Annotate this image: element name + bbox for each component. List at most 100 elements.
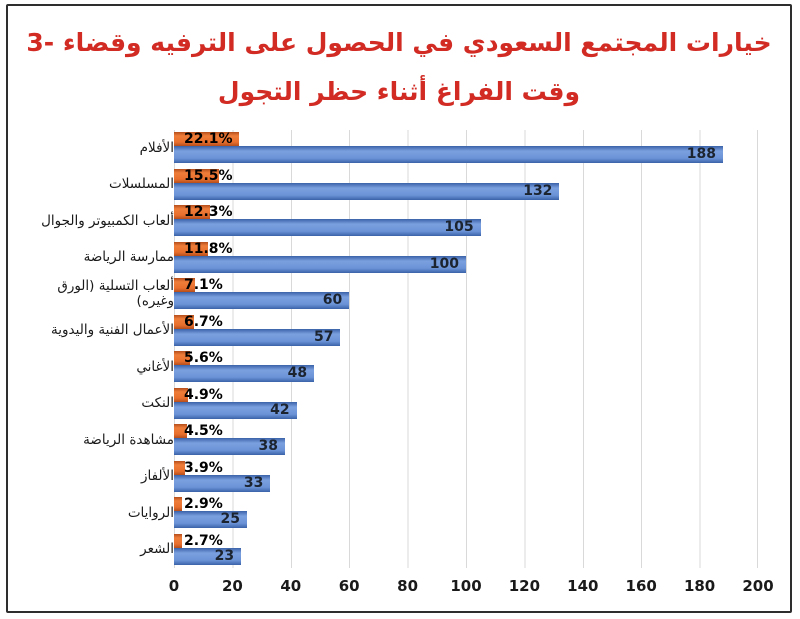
- plot-cell: 22.1% 188: [174, 130, 758, 167]
- category-label: النكت: [141, 395, 174, 412]
- bar-chart: الأفلام 22.1% 188 المسلسلات 15.5% 132 ألعاب ال…: [16, 130, 780, 602]
- category-label: الأغاني: [136, 358, 174, 375]
- percent-value-label: 6.7%: [184, 313, 223, 330]
- chart-row: النكت 4.9% 42: [16, 385, 780, 422]
- chart-row: ممارسة الرياضة 11.8% 100: [16, 239, 780, 276]
- percent-value-label: 5.6%: [184, 350, 223, 366]
- chart-rows: الأفلام 22.1% 188 المسلسلات 15.5% 132 ألعاب ال…: [16, 130, 780, 568]
- category-label: ألعاب الكمبيوتر والجوال: [41, 212, 174, 229]
- title-number-prefix: 3-: [26, 28, 55, 57]
- plot-cell: 5.6% 48: [174, 349, 758, 386]
- chart-row: الأعمال الفنية واليدوية 6.7% 57: [16, 312, 780, 349]
- x-axis: 0 20 40 60 80 100 120 140 160 180 200: [16, 568, 780, 602]
- chart-row: المسلسلات 15.5% 132: [16, 166, 780, 203]
- count-value-label: 132: [523, 182, 553, 199]
- count-value-label: 38: [258, 438, 278, 454]
- x-axis-tick-label: 60: [338, 577, 360, 595]
- count-bar: 60: [174, 292, 350, 309]
- plot-cell: 6.7% 57: [174, 312, 758, 349]
- category-label: المسلسلات: [109, 176, 174, 193]
- count-value-label: 42: [270, 401, 290, 418]
- count-bar: 42: [174, 401, 297, 419]
- count-value-label: 33: [243, 474, 264, 491]
- percent-value-label: 4.9%: [184, 386, 223, 403]
- plot-cell: 12.3% 105: [174, 203, 758, 240]
- plot-cell: 15.5% 132: [174, 166, 758, 203]
- x-axis-ticks: 0 20 40 60 80 100 120 140 160 180 200: [169, 568, 774, 602]
- x-axis-tick-label: 160: [625, 577, 657, 595]
- x-axis-tick-label: 0: [168, 577, 180, 595]
- count-bar: 105: [174, 219, 481, 236]
- count-bar: 188: [174, 146, 723, 163]
- percent-bar: [174, 168, 220, 183]
- count-bar: 25: [174, 511, 247, 528]
- count-value-label: 23: [214, 547, 235, 564]
- count-bar: 132: [174, 182, 560, 200]
- plot-cell: 4.9% 42: [174, 385, 758, 422]
- percent-value-label: 3.9%: [184, 459, 223, 476]
- chart-frame: 3- خيارات المجتمع السعودي في الحصول على …: [6, 4, 792, 613]
- percent-bar: [174, 205, 210, 219]
- percent-value-label: 4.5%: [184, 423, 223, 439]
- x-axis-tick-label: 140: [567, 577, 599, 595]
- chart-row: مشاهدة الرياضة 4.5% 38: [16, 422, 780, 459]
- category-label: الأعمال الفنية واليدوية: [51, 322, 174, 339]
- plot-cell: 11.8% 100: [174, 239, 758, 276]
- category-label: الأفلام: [139, 139, 174, 156]
- count-value-label: 25: [220, 511, 240, 527]
- plot-cell: 2.9% 25: [174, 495, 758, 532]
- percent-bar: [174, 132, 239, 146]
- axis-spacer: [16, 568, 174, 602]
- category-label: مشاهدة الرياضة: [83, 431, 174, 448]
- plot-cell: 4.5% 38: [174, 422, 758, 459]
- percent-value-label: 2.9%: [184, 496, 223, 512]
- plot-cell: 7.1% 60: [174, 276, 758, 313]
- plot-cell: 2.7% 23: [174, 531, 758, 568]
- chart-row: الروايات 2.9% 25: [16, 495, 780, 532]
- chart-row: ألعاب الكمبيوتر والجوال 12.3% 105: [16, 203, 780, 240]
- percent-value-label: 11.8%: [184, 240, 233, 257]
- count-bar: 100: [174, 255, 466, 273]
- percent-value-label: 2.7%: [184, 532, 223, 549]
- count-value-label: 105: [444, 219, 474, 235]
- percent-bar: [174, 424, 188, 438]
- chart-row: الألفاز 3.9% 33: [16, 458, 780, 495]
- count-value-label: 188: [686, 146, 716, 162]
- percent-value-label: 12.3%: [184, 204, 233, 220]
- count-bar: 33: [174, 474, 271, 492]
- percent-value-label: 15.5%: [184, 167, 233, 184]
- count-bar: 57: [174, 328, 341, 346]
- x-axis-tick-label: 20: [221, 577, 243, 595]
- chart-title-line2: وقت الفراغ أثناء حظر التجول: [217, 77, 581, 106]
- percent-bar: [174, 278, 195, 292]
- plot-cell: 3.9% 33: [174, 458, 758, 495]
- count-value-label: 100: [429, 255, 459, 272]
- x-axis-tick-label: 120: [508, 577, 541, 595]
- count-bar: 38: [174, 438, 285, 455]
- count-value-label: 57: [313, 328, 334, 345]
- percent-bar: [174, 460, 186, 475]
- percent-bar: [174, 314, 194, 329]
- chart-row: الأفلام 22.1% 188: [16, 130, 780, 167]
- percent-value-label: 7.1%: [184, 277, 223, 293]
- category-label: الشعر: [140, 541, 174, 558]
- category-label: الألفاز: [140, 468, 174, 485]
- count-bar: 23: [174, 547, 242, 565]
- x-axis-tick-label: 40: [280, 577, 302, 595]
- percent-bar: [174, 241, 209, 256]
- count-value-label: 60: [322, 292, 343, 308]
- percent-bar: [174, 497, 183, 511]
- count-value-label: 48: [287, 365, 308, 381]
- count-bar: 48: [174, 365, 315, 382]
- percent-bar: [174, 533, 182, 548]
- title-line1-text: خيارات المجتمع السعودي في الحصول على الت…: [62, 28, 772, 57]
- chart-row: الشعر 2.7% 23: [16, 531, 780, 568]
- x-axis-tick-label: 100: [450, 577, 482, 595]
- percent-value-label: 22.1%: [184, 131, 233, 147]
- x-axis-tick-label: 200: [742, 577, 774, 595]
- percent-bar: [174, 351, 191, 365]
- category-label: ممارسة الرياضة: [83, 249, 174, 266]
- x-axis-tick-label: 180: [683, 577, 716, 595]
- category-label: ألعاب التسلية (الورق وغيره): [57, 278, 174, 310]
- x-axis-tick-label: 80: [397, 577, 419, 595]
